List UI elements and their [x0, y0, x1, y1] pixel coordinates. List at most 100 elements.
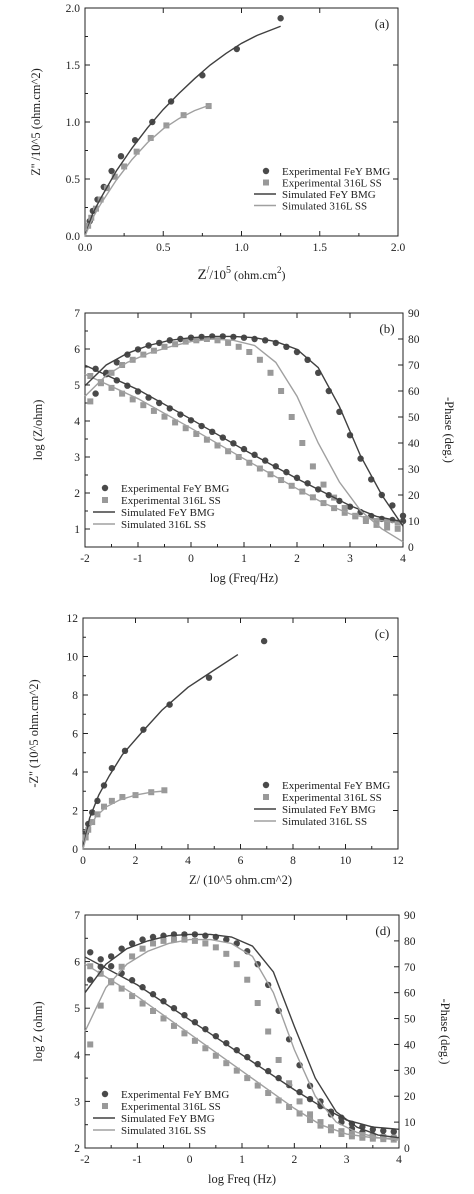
- y-tick-label: 2.0: [66, 3, 81, 15]
- data-point: [147, 134, 154, 141]
- x-tick-label: 2.0: [391, 242, 406, 254]
- legend-label: Simulated FeY BMG: [282, 804, 376, 816]
- y2-tick-label: 40: [408, 438, 420, 450]
- x-axis-title-part: 5: [226, 265, 231, 276]
- data-point: [118, 985, 125, 992]
- series-line: [84, 938, 400, 1141]
- legend-label: Simulated FeY BMG: [121, 507, 215, 519]
- x-tick-label: 2: [294, 553, 300, 565]
- y2-axis-title: -Phase (deg.): [442, 397, 456, 463]
- x-axis-title: log Freq (Hz): [208, 1172, 276, 1186]
- y2-tick-label: 80: [408, 334, 420, 346]
- legend-label: Experimental FeY BMG: [121, 483, 229, 495]
- panel-label: (c): [375, 626, 389, 641]
- y2-tick-label: 10: [408, 516, 420, 528]
- legend-label: Experimental 316L SS: [121, 1101, 221, 1113]
- data-point: [191, 937, 198, 944]
- data-point: [163, 122, 170, 129]
- legend-label: Experimental FeY BMG: [282, 780, 390, 792]
- y2-tick-label: 70: [408, 360, 420, 372]
- chart-panel-d: -2 -1 0 1 2 3 42345670102030405060708090(d)log…: [31, 910, 452, 1186]
- data-point: [235, 343, 242, 350]
- series-line: [82, 653, 239, 850]
- x-tick-label: 1.5: [313, 242, 328, 254]
- chart-panel-b: -2 -1 0 1 2 3 412345670102030405060708090(b)lo…: [31, 308, 456, 585]
- data-point: [275, 1056, 282, 1063]
- series-line: [82, 790, 162, 850]
- x-tick-label: 3: [344, 1154, 350, 1166]
- x-tick-label: -2: [80, 553, 90, 565]
- x-axis-title-part: /10: [209, 267, 226, 282]
- series-line: [84, 956, 400, 1131]
- y2-axis-title: -Phase (deg.): [438, 999, 452, 1065]
- data-point: [205, 674, 213, 681]
- data-point: [246, 459, 253, 466]
- y-axis-title: -Z'' (10^5 ohm.cm^2): [27, 679, 41, 787]
- y-tick-label: 3: [74, 452, 80, 464]
- data-point: [139, 936, 146, 943]
- data-point: [278, 388, 285, 394]
- legend-marker: [262, 167, 270, 175]
- x-tick-label: -1: [133, 553, 143, 565]
- y-tick-label: 1.0: [66, 117, 81, 129]
- data-point: [359, 1132, 366, 1139]
- data-point: [212, 1052, 219, 1059]
- y-axis-title: log Z (ohm): [31, 1001, 45, 1061]
- data-point: [140, 351, 147, 358]
- x-axis-title: Z//105 (ohm.cm2): [197, 265, 285, 283]
- y-tick-label: 4: [74, 1050, 80, 1062]
- data-point: [161, 787, 168, 794]
- legend-marker: [101, 1090, 109, 1098]
- y2-tick-label: 60: [408, 386, 420, 398]
- x-tick-label: 8: [290, 855, 296, 867]
- y-tick-label: 7: [74, 910, 80, 922]
- data-point: [108, 797, 115, 804]
- x-tick-label: 1: [239, 1154, 245, 1166]
- y-tick-label: 0: [72, 844, 78, 856]
- y-tick-label: 0.5: [66, 174, 81, 186]
- series-line: [84, 338, 404, 543]
- legend-label: Simulated 316L SS: [282, 816, 367, 828]
- y-tick-label: 1.5: [66, 60, 81, 72]
- y2-tick-label: 50: [408, 412, 420, 424]
- legend-label: Simulated FeY BMG: [121, 1113, 215, 1125]
- y-tick-label: 3: [74, 1096, 80, 1108]
- data-point: [307, 1117, 314, 1124]
- x-axis-title-part: ): [282, 268, 286, 282]
- data-point: [341, 505, 348, 511]
- data-point: [286, 1103, 293, 1110]
- data-point: [225, 339, 232, 346]
- data-point: [254, 1082, 261, 1089]
- data-point: [267, 369, 274, 376]
- data-point: [118, 945, 125, 952]
- data-point: [150, 347, 157, 354]
- data-point: [170, 936, 177, 943]
- data-point: [203, 436, 210, 443]
- data-point: [233, 1067, 240, 1074]
- x-tick-label: 10: [340, 855, 352, 867]
- x-tick-label: 0.5: [156, 242, 171, 254]
- chart-panel-c: 0 2 4 6 8 10 12 0 2 4 6 8 10 12 (c) Z/ (10^5 ohm.cm^2) -…: [27, 613, 404, 887]
- data-point: [191, 1037, 198, 1044]
- data-point: [390, 1128, 397, 1135]
- data-point: [87, 949, 94, 956]
- data-point: [129, 993, 136, 1000]
- data-point: [139, 1000, 146, 1007]
- x-tick-label: 3: [347, 553, 353, 565]
- y-axis-title: Z'' /10^5 (ohm.cm^2): [29, 68, 43, 176]
- x-tick-label: 1.0: [234, 242, 249, 254]
- data-point: [119, 390, 126, 397]
- data-point: [97, 956, 104, 963]
- data-point: [172, 419, 179, 426]
- x-axis-title: Z/ (10^5 ohm.cm^2): [189, 873, 292, 887]
- y2-tick-label: 40: [404, 1039, 416, 1051]
- legend-marker: [262, 781, 270, 789]
- data-point: [160, 937, 167, 944]
- data-point: [111, 173, 118, 180]
- data-point: [317, 1119, 324, 1126]
- data-point: [139, 945, 146, 952]
- panel-label: (d): [375, 923, 390, 938]
- y2-tick-label: 90: [408, 308, 420, 320]
- data-point: [87, 976, 94, 983]
- data-point: [373, 518, 380, 525]
